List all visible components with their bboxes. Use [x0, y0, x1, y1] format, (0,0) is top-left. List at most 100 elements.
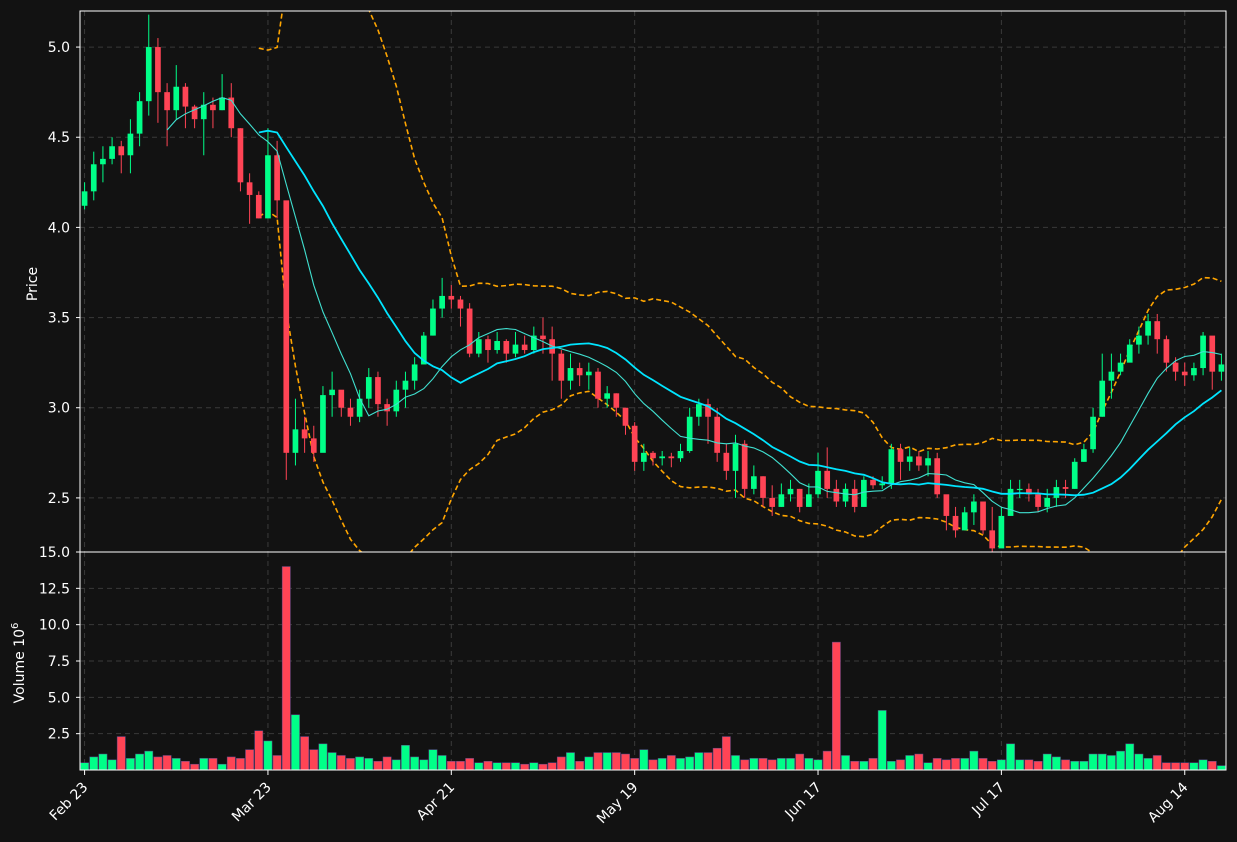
volume-bar	[1162, 762, 1171, 771]
volume-bar	[144, 750, 154, 771]
volume-bar	[1070, 761, 1080, 771]
volume-tick-label: 12.5	[39, 581, 70, 597]
volume-bar	[336, 755, 346, 771]
volume-bar	[914, 753, 924, 771]
candle-body	[182, 86, 189, 107]
candle	[934, 452, 941, 498]
candle-body	[842, 488, 849, 502]
volume-bar	[483, 761, 493, 771]
volume-bar	[1116, 750, 1125, 771]
candle	[842, 483, 849, 507]
volume-axis-label: Volume 106	[10, 623, 28, 704]
candle-body	[934, 458, 941, 495]
candle	[741, 440, 748, 498]
volume-bar	[749, 758, 759, 771]
candle	[448, 285, 455, 309]
candle-body	[888, 449, 895, 484]
price-tick-label: 3.5	[48, 311, 70, 327]
volume-tick-label: 15.0	[39, 545, 70, 561]
volume-bar	[1189, 762, 1199, 771]
volume-bar	[721, 736, 731, 771]
volume-bar	[960, 758, 970, 771]
candle-body	[1108, 371, 1115, 381]
candle	[329, 371, 335, 417]
candle	[1181, 362, 1188, 387]
volume-bar	[355, 756, 364, 771]
candle-body	[558, 353, 565, 381]
candle	[255, 191, 262, 219]
candle-body	[824, 470, 831, 489]
volume-bar	[1134, 753, 1144, 771]
candle	[475, 331, 482, 358]
candle	[219, 74, 225, 111]
candle-body	[879, 483, 886, 486]
candle-body	[430, 308, 436, 336]
volume-bar	[327, 752, 337, 771]
candle-body	[329, 389, 335, 396]
price-tick-label: 4.5	[48, 130, 70, 146]
candle	[301, 416, 308, 453]
candle-body	[677, 451, 684, 459]
candle	[1108, 353, 1115, 399]
candle-body	[1053, 487, 1060, 498]
candle	[796, 488, 803, 513]
volume-bar	[676, 758, 685, 771]
candle	[1016, 479, 1023, 498]
volume-bar	[593, 752, 603, 771]
candle-body	[650, 452, 656, 459]
candle-body	[952, 515, 959, 531]
candle-body	[723, 452, 730, 471]
candle-body	[1099, 380, 1106, 417]
candle	[356, 389, 363, 423]
candle	[1099, 353, 1106, 417]
candle-body	[237, 128, 244, 183]
volume-bar	[822, 750, 832, 771]
candle	[512, 331, 519, 358]
candle-body	[897, 449, 904, 462]
candle	[365, 368, 372, 408]
volume-bar	[905, 755, 915, 771]
candle	[237, 128, 244, 192]
candle-body	[393, 389, 400, 412]
volume-bar	[685, 756, 695, 771]
candle	[1154, 313, 1161, 354]
volume-bar	[263, 740, 273, 771]
candle	[521, 335, 528, 354]
candle	[769, 485, 776, 516]
candle-body	[989, 530, 996, 549]
volume-bar	[162, 755, 172, 771]
volume-bar	[98, 753, 108, 771]
candle	[191, 104, 198, 129]
volume-bar	[813, 759, 823, 771]
candle-body	[961, 512, 968, 531]
volume-bar	[621, 753, 630, 771]
candle-body	[265, 155, 271, 219]
candle	[420, 331, 427, 365]
volume-bar	[1180, 762, 1190, 771]
volume-bar	[776, 758, 786, 771]
candle-body	[796, 488, 803, 507]
volume-bar	[1143, 758, 1153, 771]
candle	[824, 447, 831, 498]
candle-body	[100, 158, 106, 165]
candle-body	[402, 380, 409, 390]
candle-body	[806, 494, 812, 507]
candle-body	[787, 488, 794, 495]
volume-bar	[786, 758, 795, 771]
candle	[292, 398, 299, 466]
volume-bar	[1207, 761, 1217, 771]
candle-body	[1016, 488, 1023, 491]
candle-body	[1136, 335, 1142, 345]
candle-body	[1172, 362, 1179, 372]
candle	[668, 452, 675, 468]
volume-bar	[942, 759, 951, 771]
candle-body	[127, 133, 134, 156]
volume-bar	[666, 755, 676, 771]
candle	[246, 173, 253, 224]
candle-body	[219, 97, 225, 111]
candle-body	[1191, 368, 1197, 376]
volume-bar	[841, 755, 850, 771]
candle	[640, 443, 647, 471]
volume-bar	[1217, 765, 1226, 771]
candle	[659, 451, 666, 466]
